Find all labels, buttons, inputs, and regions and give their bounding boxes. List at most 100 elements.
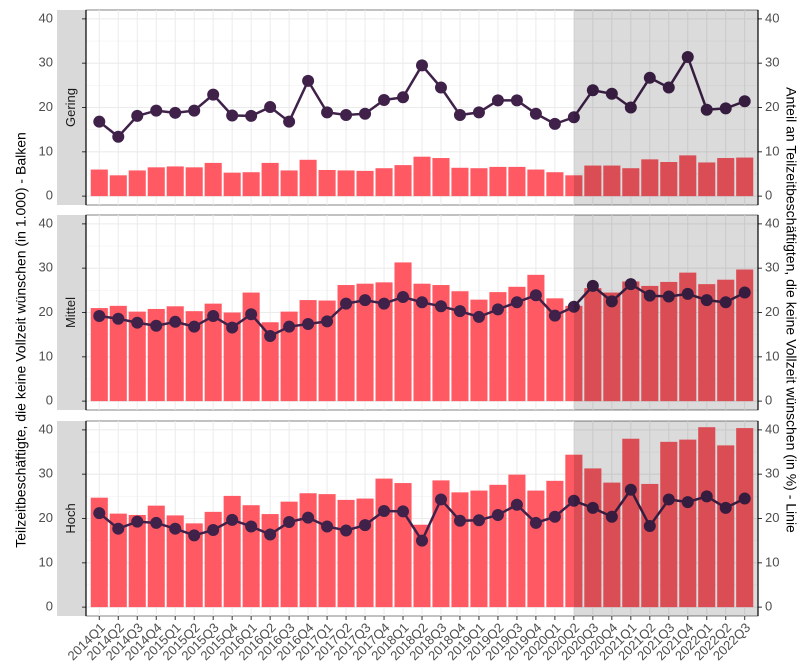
line-point [302, 318, 315, 331]
line-point [169, 522, 182, 535]
y2-tick-label: 0 [765, 393, 772, 408]
bar [641, 483, 659, 608]
line-point [245, 308, 258, 321]
line-point [112, 312, 125, 325]
line-point [207, 88, 220, 101]
line-point [719, 501, 732, 514]
line-point [491, 303, 504, 316]
line-point [207, 524, 220, 537]
line-point [359, 294, 372, 307]
facet-label: Gering [63, 88, 78, 127]
bar [413, 156, 431, 197]
line-point [283, 320, 296, 333]
facet-strip [57, 215, 86, 410]
bar [204, 162, 222, 197]
bar [489, 166, 507, 197]
bar [451, 492, 469, 608]
y-tick-label: 10 [39, 143, 53, 158]
line-point [93, 507, 106, 520]
line-point [738, 492, 751, 505]
line-point [93, 310, 106, 323]
bar [622, 281, 640, 402]
y2-tick-label: 30 [765, 55, 779, 70]
line-point [416, 59, 428, 72]
line-point [643, 289, 656, 302]
line-point [624, 278, 637, 291]
line-point [264, 329, 277, 342]
line-point [662, 493, 675, 506]
y-tick-label: 40 [39, 10, 53, 25]
y2-tick-label: 20 [765, 99, 779, 114]
line-point [397, 91, 410, 104]
bar [185, 167, 203, 197]
bar [413, 283, 431, 402]
bar [660, 162, 678, 197]
bar [736, 269, 754, 402]
line-point [662, 81, 675, 94]
line-point [624, 101, 637, 114]
bar [565, 175, 583, 197]
line-point [245, 520, 258, 533]
bar [147, 308, 165, 402]
line-point [321, 315, 334, 328]
bar [679, 272, 697, 402]
bar [356, 170, 374, 197]
line-point [226, 513, 239, 526]
line-point [548, 309, 561, 322]
y-tick-label: 20 [39, 510, 53, 525]
y-tick-label: 30 [39, 466, 53, 481]
bar [432, 480, 450, 608]
line-point [624, 483, 637, 496]
bar [470, 299, 488, 402]
line-point [605, 295, 618, 308]
line-point [586, 501, 599, 514]
y2-tick-label: 40 [765, 421, 779, 436]
line-point [719, 102, 732, 115]
line-point [112, 522, 125, 535]
bar [223, 172, 241, 197]
bar [565, 454, 583, 608]
line-point [529, 289, 542, 302]
line-point [643, 71, 656, 84]
y-tick-label: 40 [39, 421, 53, 436]
bar [318, 494, 336, 608]
y-tick-label: 20 [39, 99, 53, 114]
bar [508, 474, 526, 608]
bar [375, 282, 393, 402]
bar [470, 168, 488, 197]
line-point [340, 524, 353, 537]
y2-tick-label: 10 [765, 554, 779, 569]
bar [508, 166, 526, 197]
bar [432, 285, 450, 402]
facet-strip [57, 421, 86, 616]
bar [109, 175, 127, 197]
bar [204, 511, 222, 608]
line-point [321, 520, 334, 533]
y2-tick-label: 20 [765, 510, 779, 525]
y2-tick-label: 40 [765, 215, 779, 230]
bar [584, 288, 602, 402]
bar [185, 311, 203, 402]
line-point [188, 529, 201, 542]
bar [717, 445, 735, 608]
line-point [434, 493, 447, 506]
y2-tick-label: 0 [765, 599, 772, 614]
y2-tick-label: 0 [765, 188, 772, 203]
bar [527, 274, 545, 402]
line-point [567, 494, 580, 507]
line-point [245, 109, 258, 122]
line-point [681, 287, 694, 300]
bar [90, 169, 108, 197]
bar [717, 279, 735, 402]
bar [717, 158, 735, 197]
y-tick-label: 20 [39, 304, 53, 319]
bar [584, 165, 602, 197]
bar [185, 523, 203, 608]
bar [641, 285, 659, 402]
line-point [416, 296, 428, 309]
line-point [700, 103, 713, 116]
y2-tick-label: 40 [765, 10, 779, 25]
bar [280, 501, 298, 608]
line-point [529, 107, 542, 120]
y-tick-label: 40 [39, 215, 53, 230]
